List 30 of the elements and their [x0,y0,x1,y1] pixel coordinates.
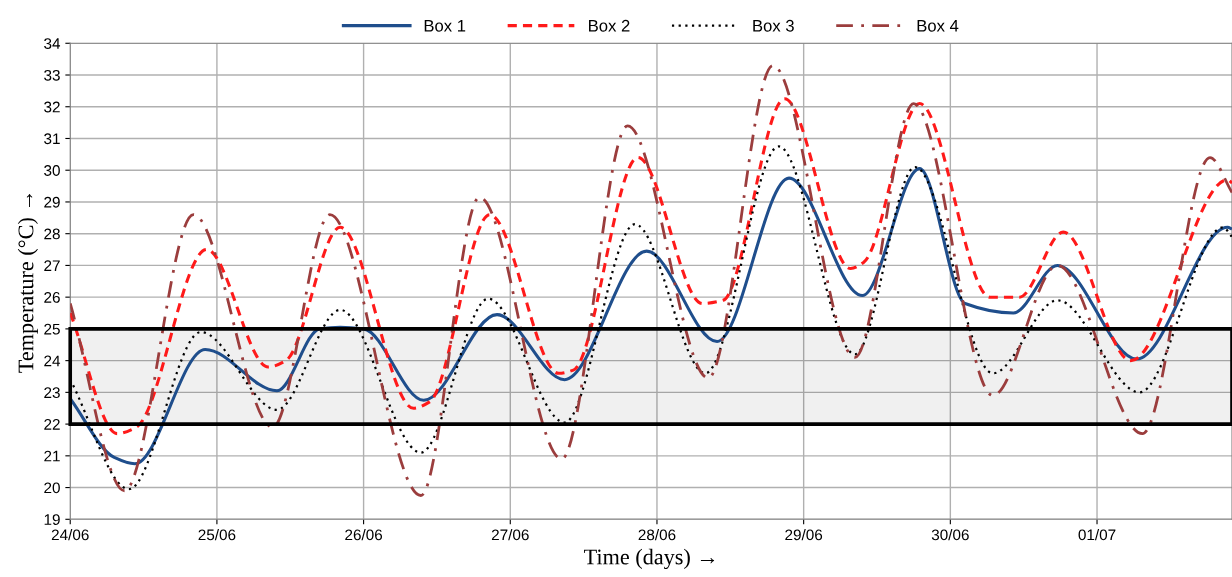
y-axis-title: Temperature (°C) → [17,193,38,373]
y-tick-label: 33 [44,69,60,81]
y-tick-label: 21 [44,450,60,462]
x-axis-title: Time (days) → [584,548,715,570]
y-tick-label: 27 [44,260,60,271]
y-tick-label: 32 [44,101,60,113]
x-tick-label: 26/06 [345,529,383,541]
x-tick-label: 30/06 [931,529,969,541]
y-tick-label: 22 [44,418,60,430]
x-tick-label: 27/06 [491,529,529,541]
y-tick-label: 34 [44,38,61,49]
legend-label: Box 2 [589,19,630,32]
x-tick-label: 24/06 [51,529,89,541]
x-tick-label: 01/07 [1078,529,1116,541]
y-tick-label: 31 [44,133,60,145]
y-tick-label: 29 [44,196,60,208]
legend-label: Box 1 [424,20,466,32]
y-tick-label: 23 [44,387,60,399]
y-tick-label: 26 [44,292,60,303]
y-tick-label: 20 [44,482,60,494]
x-tick-label: 25/06 [198,529,236,541]
x-tick-label: 29/06 [785,529,823,541]
x-tick-label: 28/06 [638,529,676,541]
legend-label: Box 4 [917,20,959,32]
y-tick-label: 28 [44,228,60,240]
y-tick-label: 24 [44,355,61,367]
legend-label: Box 3 [753,19,794,32]
y-tick-label: 30 [44,165,60,176]
y-tick-label: 25 [44,323,60,335]
y-tick-label: 19 [44,514,60,525]
